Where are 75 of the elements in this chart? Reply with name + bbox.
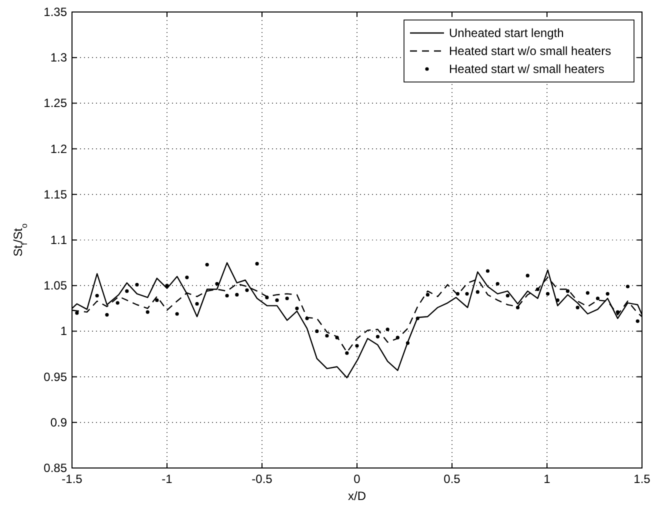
point — [355, 344, 359, 348]
point — [465, 292, 469, 296]
point — [75, 311, 79, 315]
point — [116, 301, 120, 305]
legend-label: Unheated start length — [449, 26, 564, 40]
point — [556, 298, 560, 302]
point — [506, 294, 510, 298]
point — [496, 282, 500, 286]
point — [205, 262, 209, 266]
point — [245, 288, 249, 292]
y-tick-label: 1.25 — [44, 96, 68, 110]
point — [155, 298, 159, 302]
point — [576, 306, 580, 310]
point — [165, 284, 169, 288]
point — [345, 351, 349, 355]
x-tick-label: -0.5 — [252, 472, 273, 486]
x-axis-title: x/D — [348, 489, 366, 503]
x-tick-label: 1 — [544, 472, 551, 486]
point — [386, 328, 390, 332]
y-tick-label: 0.9 — [50, 415, 68, 430]
y-tick-label: 1.05 — [44, 278, 68, 293]
point — [105, 312, 109, 317]
x-tick-label: -1.5 — [62, 472, 83, 486]
y-tick-label: 1.1 — [50, 233, 68, 247]
y-tick-label: 1 — [60, 324, 68, 338]
point — [636, 319, 640, 323]
point — [95, 294, 99, 298]
x-tick-label: 0.5 — [444, 472, 461, 486]
x-tick-label: -1 — [162, 472, 173, 486]
y-tick-label: 0.85 — [44, 461, 68, 475]
y-tick-label: 1.35 — [44, 5, 68, 19]
y-tick-label: 1.3 — [50, 50, 68, 65]
point — [175, 312, 179, 316]
point — [275, 298, 279, 302]
point — [456, 292, 460, 296]
point — [586, 291, 590, 295]
point — [225, 294, 229, 298]
point — [626, 284, 630, 288]
point — [146, 310, 150, 314]
point — [135, 282, 139, 286]
x-tick-label: 0 — [354, 472, 361, 486]
y-tick-label: 1.2 — [50, 142, 68, 156]
y-tick-label: 1.15 — [44, 187, 68, 202]
point — [235, 292, 239, 297]
point — [516, 306, 520, 310]
point — [396, 336, 400, 340]
point — [315, 329, 319, 333]
point — [376, 334, 380, 338]
legend-label: Heated start w/o small heaters — [449, 44, 612, 58]
point — [476, 290, 480, 294]
point — [486, 269, 490, 273]
point — [265, 296, 269, 300]
point — [596, 296, 600, 300]
point — [195, 302, 199, 306]
point — [546, 292, 550, 296]
point — [416, 316, 420, 320]
y-tick-label: 0.95 — [44, 370, 68, 384]
point — [606, 292, 610, 296]
point — [566, 289, 570, 293]
point — [295, 306, 299, 310]
legend-label: Heated start w/ small heaters — [449, 62, 604, 76]
point — [536, 287, 540, 292]
point — [426, 292, 430, 297]
point — [616, 310, 620, 314]
point — [335, 336, 339, 340]
point — [406, 341, 410, 345]
point — [305, 316, 309, 320]
point — [185, 276, 189, 280]
point — [285, 296, 289, 300]
point — [526, 274, 530, 278]
point — [325, 334, 329, 338]
point — [215, 282, 219, 286]
point — [125, 289, 129, 293]
x-tick-label: 1.5 — [634, 472, 651, 486]
point — [255, 262, 259, 266]
